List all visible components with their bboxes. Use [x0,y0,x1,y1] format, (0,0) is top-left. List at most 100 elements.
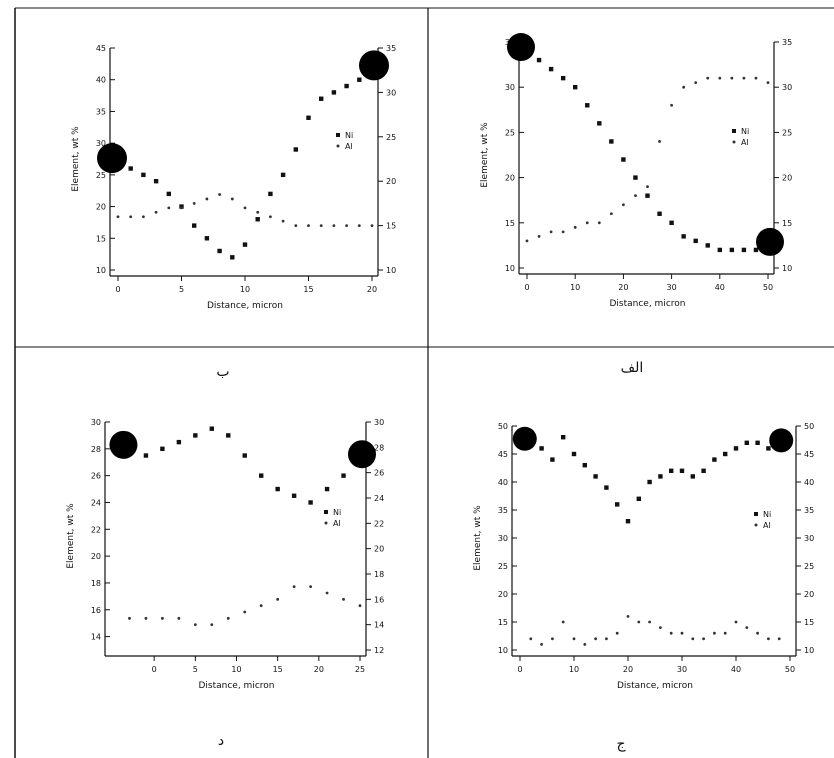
x-tick-label: 40 [715,283,725,292]
data-point [161,616,164,620]
y-tick-label: 25 [96,171,106,180]
data-point [550,457,555,462]
data-point [702,637,705,641]
y-tick-label: 15 [498,618,508,627]
data-point [573,85,578,90]
x-axis-label: Distance, micron [207,301,283,311]
x-tick-label: 30 [667,283,677,292]
legend-marker [336,133,340,137]
y2-tick-label: 26 [374,469,384,478]
data-point [625,519,631,524]
y-tick-label: 30 [96,139,106,148]
data-point [143,453,149,458]
legend-label: Ni [741,127,749,136]
data-point [209,426,214,431]
x-tick-label: 10 [569,665,579,674]
data-point [177,616,181,620]
data-point [766,81,770,85]
data-point [560,75,566,81]
y-tick-label: 10 [96,266,106,275]
y-tick-label: 40 [96,76,106,85]
data-point [116,215,120,219]
y2-tick-label: 20 [804,590,814,599]
y-tick-label: 15 [505,219,515,228]
x-tick-label: 30 [677,665,687,674]
y2-tick-label: 10 [782,264,792,273]
y2-tick-label: 15 [386,222,396,231]
data-point [226,616,230,620]
data-point [193,433,198,438]
x-tick-label: 0 [524,283,529,292]
legend-marker [754,523,758,527]
data-point [308,500,313,505]
y-axis-label: Element, wt % [480,122,490,188]
data-point [536,57,542,63]
y-tick-label: 15 [96,234,106,243]
y2-tick-label: 24 [374,494,384,503]
y2-tick-label: 10 [804,646,814,655]
legend-marker [732,129,736,133]
data-point [744,440,749,445]
data-point [670,103,673,107]
data-point [307,224,310,228]
start-marker-dot [512,426,537,451]
y-tick-label: 14 [91,633,101,642]
legend-marker [754,512,758,516]
data-point [259,604,263,608]
data-point [549,230,553,234]
data-point [766,446,771,451]
data-point [713,631,716,635]
data-point [585,221,589,225]
data-point [275,486,280,492]
y2-tick-label: 20 [374,545,384,554]
data-point [742,76,746,80]
data-point [525,239,529,243]
data-point [325,591,329,595]
y2-tick-label: 16 [374,595,384,604]
data-point [597,121,602,126]
data-point [712,457,717,462]
data-point [548,66,554,72]
data-point [622,203,625,207]
x-tick-label: 25 [355,665,365,674]
legend-label: Al [345,142,353,151]
x-axis-label: Distance, micron [617,681,693,691]
data-point [594,637,597,641]
data-point [167,206,171,210]
data-point [571,451,577,457]
data-point [144,616,148,620]
data-point [204,236,210,241]
legend: Ni Al [324,508,341,528]
x-tick-label: 5 [179,285,184,294]
y2-tick-label: 20 [782,174,792,183]
y-tick-label: 20 [505,174,515,183]
data-point [268,191,273,197]
data-point [756,631,759,635]
x-tick-label: 10 [240,285,250,294]
data-point [269,215,272,219]
x-tick-label: 0 [517,665,522,674]
data-point [648,620,651,624]
series-ni [115,71,375,260]
y2-tick-label: 35 [804,506,814,515]
data-point [626,615,630,618]
data-point [242,242,248,247]
data-point [693,238,698,244]
data-point [585,103,590,108]
data-point [309,585,312,589]
legend: Ni Al [732,127,749,147]
data-point [281,219,285,223]
series-al [116,193,374,228]
legend-label: Al [763,521,771,530]
y2-tick-label: 30 [374,418,384,427]
x-tick-label: 15 [273,665,283,674]
y-tick-label: 30 [498,534,508,543]
data-point [205,197,209,201]
caption-bottom-left: د [218,733,224,749]
chart-bottom-right: 10 15 20 25 30 35 40 45 50 10 15 20 25 30 35 40 45 50 0 10 2… [473,422,814,691]
y2-tick-label: 12 [374,646,384,655]
data-point [741,247,747,253]
y2-tick-label: 15 [804,618,814,627]
y2-tick-label: 10 [386,266,396,275]
y-tick-label: 50 [498,422,508,431]
